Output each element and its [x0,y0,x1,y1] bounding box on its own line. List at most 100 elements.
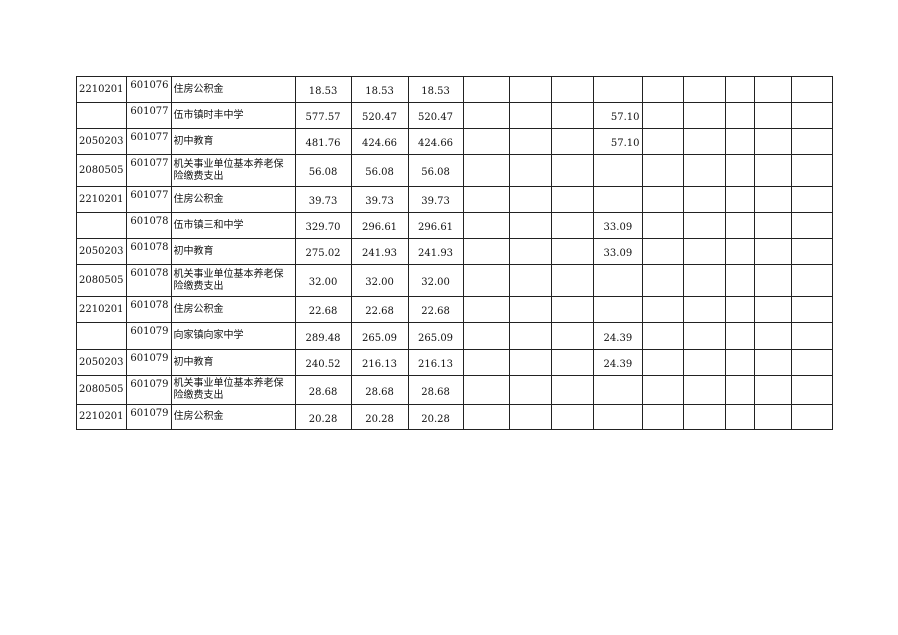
empty-cell [724,404,755,430]
empty-cell [753,322,792,350]
empty-cell [753,349,792,376]
item-name-cell: 初中教育 [170,349,296,376]
basic-expense-cell: 265.09 [407,322,464,350]
empty-cell [462,404,510,430]
table-row: 2210201 601077 住房公积金 39.73 39.73 39.73 [76,186,833,213]
empty-cell [753,154,792,187]
empty-cell [641,264,684,297]
total-cell: 329.70 [294,212,352,239]
item-name-cell: 住房公积金 [170,296,296,323]
unit-code-cell: 601079 [125,322,172,350]
empty-cell [682,76,726,103]
empty-cell [682,154,726,187]
empty-cell [682,322,726,350]
unit-code-cell: 601078 [125,212,172,239]
empty-cell [682,186,726,213]
basic-expense-cell: 39.73 [407,186,464,213]
empty-cell [790,296,833,323]
empty-cell [550,102,594,129]
unit-code-cell: 601078 [125,238,172,265]
empty-cell [682,296,726,323]
table-row: 2050203 601079 初中教育 240.52 216.13 216.13 24.39 [76,349,833,376]
func-code-cell [76,212,127,239]
empty-cell [508,296,552,323]
table-row: 2050203 601077 初中教育 481.76 424.66 424.66 57.10 [76,128,833,155]
empty-cell [508,102,552,129]
empty-cell [508,264,552,297]
empty-cell [753,128,792,155]
empty-cell [641,102,684,129]
empty-cell [508,186,552,213]
item-name-cell: 伍市镇时丰中学 [170,102,296,129]
empty-cell [682,128,726,155]
empty-cell [462,238,510,265]
empty-cell [462,375,510,405]
func-code-cell: 2050203 [76,128,127,155]
total-cell: 20.28 [294,404,352,430]
empty-cell [682,375,726,405]
total-cell: 56.08 [294,154,352,187]
subtotal-cell: 520.47 [350,102,409,129]
empty-cell [462,322,510,350]
project-expense-cell [592,154,643,187]
empty-cell [724,128,755,155]
basic-expense-cell: 424.66 [407,128,464,155]
empty-cell [550,404,594,430]
empty-cell [682,349,726,376]
func-code-cell [76,322,127,350]
project-expense-cell: 24.39 [592,349,643,376]
basic-expense-cell: 520.47 [407,102,464,129]
empty-cell [508,404,552,430]
unit-code-cell: 601077 [125,186,172,213]
empty-cell [724,375,755,405]
unit-code-cell: 601078 [125,296,172,323]
empty-cell [508,76,552,103]
item-name-cell: 机关事业单位基本养老保险缴费支出 [170,154,296,187]
empty-cell [550,128,594,155]
table-row: 2050203 601078 初中教育 275.02 241.93 241.93 33.09 [76,238,833,265]
func-code-cell: 2210201 [76,186,127,213]
empty-cell [508,128,552,155]
func-code-cell: 2080505 [76,154,127,187]
func-code-cell: 2210201 [76,76,127,103]
func-code-cell: 2080505 [76,264,127,297]
subtotal-cell: 241.93 [350,238,409,265]
total-cell: 28.68 [294,375,352,405]
empty-cell [753,238,792,265]
empty-cell [724,238,755,265]
total-cell: 289.48 [294,322,352,350]
empty-cell [682,404,726,430]
subtotal-cell: 424.66 [350,128,409,155]
unit-code-cell: 601079 [125,349,172,376]
empty-cell [724,154,755,187]
total-cell: 39.73 [294,186,352,213]
table-row: 2080505 601077 机关事业单位基本养老保险缴费支出 56.08 56.08 5… [76,154,833,187]
empty-cell [550,76,594,103]
basic-expense-cell: 296.61 [407,212,464,239]
empty-cell [724,212,755,239]
project-expense-cell [592,404,643,430]
subtotal-cell: 28.68 [350,375,409,405]
empty-cell [682,264,726,297]
empty-cell [724,322,755,350]
basic-expense-cell: 18.53 [407,76,464,103]
empty-cell [550,212,594,239]
empty-cell [753,375,792,405]
empty-cell [724,76,755,103]
project-expense-cell [592,186,643,213]
empty-cell [790,154,833,187]
unit-code-cell: 601077 [125,154,172,187]
total-cell: 275.02 [294,238,352,265]
subtotal-cell: 22.68 [350,296,409,323]
empty-cell [682,102,726,129]
total-cell: 18.53 [294,76,352,103]
empty-cell [550,349,594,376]
empty-cell [550,154,594,187]
empty-cell [724,349,755,376]
empty-cell [462,102,510,129]
unit-code-cell: 601077 [125,128,172,155]
func-code-cell: 2080505 [76,375,127,405]
table-row: 2210201 601078 住房公积金 22.68 22.68 22.68 [76,296,833,323]
project-expense-cell [592,375,643,405]
item-name-cell: 向家镇向家中学 [170,322,296,350]
